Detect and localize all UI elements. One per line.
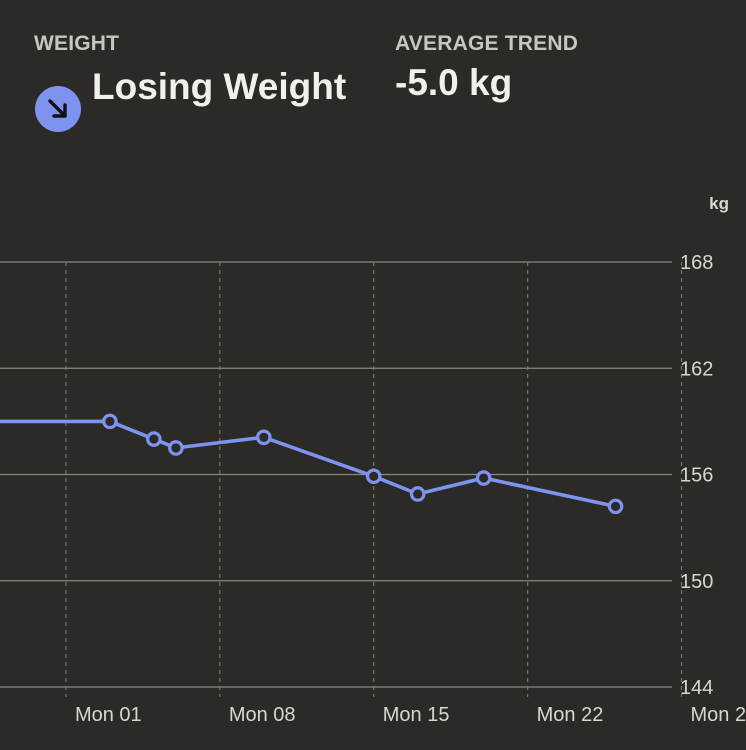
weight-status: Losing Weight (92, 66, 347, 107)
y-tick-label: 168 (680, 252, 713, 274)
y-tick-label: 162 (680, 358, 713, 380)
y-axis-tick-labels: 168 162 156 150 144 (680, 252, 713, 699)
data-point[interactable] (607, 498, 624, 515)
data-point[interactable] (409, 486, 426, 502)
data-point[interactable] (475, 470, 492, 486)
x-axis-tick-labels: Mon 01 Mon 08 Mon 15 Mon 22 Mon 29 (75, 704, 746, 726)
data-point[interactable] (146, 431, 162, 447)
data-point[interactable] (168, 440, 184, 456)
average-trend-label: AVERAGE TREND (395, 32, 579, 55)
y-tick-label: 144 (680, 677, 713, 699)
x-tick-label: Mon 08 (229, 704, 296, 726)
y-tick-label: 156 (680, 465, 713, 487)
arrow-down-right-icon (35, 86, 81, 132)
average-trend-value: -5.0 kg (395, 62, 513, 103)
weight-series (0, 413, 624, 515)
x-tick-label: Mon 01 (75, 704, 142, 726)
x-tick-label: Mon 15 (383, 704, 450, 726)
weight-label: WEIGHT (34, 32, 120, 55)
data-point[interactable] (256, 429, 272, 446)
horizontal-gridlines (0, 261, 672, 688)
weight-summary: WEIGHT Losing Weight AVERAGE TREND -5.0 … (0, 0, 746, 190)
x-tick-label: Mon 22 (537, 704, 604, 726)
series-line (0, 419, 618, 509)
y-tick-label: 150 (680, 571, 713, 593)
x-tick-label: Mon 29 (691, 704, 746, 726)
y-axis-unit-label: kg (709, 194, 729, 213)
data-point[interactable] (365, 468, 382, 485)
data-point[interactable] (102, 413, 118, 430)
